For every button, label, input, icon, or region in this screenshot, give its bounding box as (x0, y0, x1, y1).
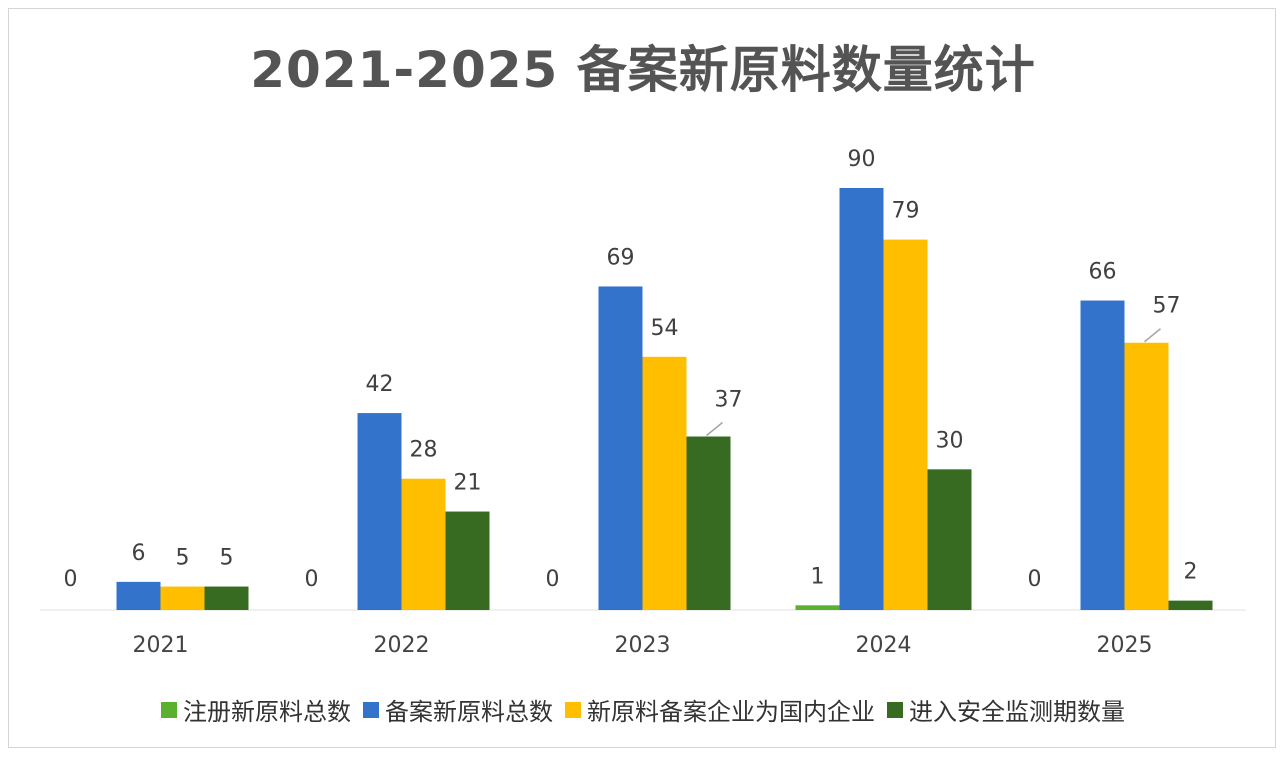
data-label: 21 (454, 471, 482, 496)
legend-swatch (565, 701, 581, 718)
bar (357, 413, 402, 610)
legend-label: 备案新原料总数 (385, 698, 553, 726)
bar (642, 356, 687, 610)
bar (1168, 600, 1213, 610)
legend-label: 新原料备案企业为国内企业 (587, 698, 875, 726)
data-label: 0 (305, 567, 319, 592)
data-label: 42 (366, 372, 394, 397)
data-label: 28 (410, 438, 438, 463)
data-label: 54 (651, 316, 679, 341)
legend-swatch (887, 701, 903, 718)
x-tick-label: 2022 (374, 633, 430, 658)
bar (883, 239, 928, 611)
legend-item-registered: 注册新原料总数 (161, 692, 351, 727)
legend-swatch (363, 701, 379, 718)
chart-title: 2021-2025 备案新原料数量统计 (250, 41, 1036, 99)
data-label: 1 (811, 564, 825, 589)
data-label: 0 (64, 567, 78, 592)
data-label: 79 (892, 199, 920, 224)
bar (445, 511, 490, 610)
leader-line (706, 421, 723, 437)
bar (204, 586, 249, 610)
bar (795, 605, 840, 610)
data-label: 0 (1028, 567, 1042, 592)
data-label: 57 (1153, 294, 1181, 319)
bar (598, 286, 643, 610)
data-label: 30 (936, 428, 964, 453)
bar (1124, 342, 1169, 610)
bar (927, 469, 972, 610)
bar (839, 188, 884, 610)
bar (160, 586, 205, 610)
bar (686, 436, 731, 610)
data-label: 0 (546, 567, 560, 592)
legend-label: 注册新原料总数 (183, 698, 351, 726)
data-label: 66 (1089, 260, 1117, 285)
data-label: 5 (176, 546, 190, 571)
bar (116, 581, 161, 610)
x-tick-label: 2024 (856, 633, 912, 658)
data-label: 5 (220, 546, 234, 571)
x-tick-label: 2021 (133, 633, 189, 658)
legend-item-domestic: 新原料备案企业为国内企业 (565, 692, 875, 727)
data-label: 6 (132, 541, 146, 566)
x-tick-label: 2023 (615, 633, 671, 658)
x-tick-label: 2025 (1097, 633, 1153, 658)
legend-label: 进入安全监测期数量 (909, 698, 1125, 726)
legend: 注册新原料总数 备案新原料总数 新原料备案企业为国内企业 进入安全监测期数量 (0, 692, 1286, 727)
legend-item-filed-total: 备案新原料总数 (363, 692, 553, 727)
legend-item-monitoring: 进入安全监测期数量 (887, 692, 1125, 727)
bar (1080, 300, 1125, 610)
bar (401, 478, 446, 610)
data-label: 2 (1184, 560, 1198, 585)
data-label: 69 (607, 245, 635, 270)
data-label: 37 (715, 388, 743, 413)
legend-swatch (161, 701, 177, 718)
data-label: 90 (848, 147, 876, 172)
leader-line (1144, 328, 1161, 343)
